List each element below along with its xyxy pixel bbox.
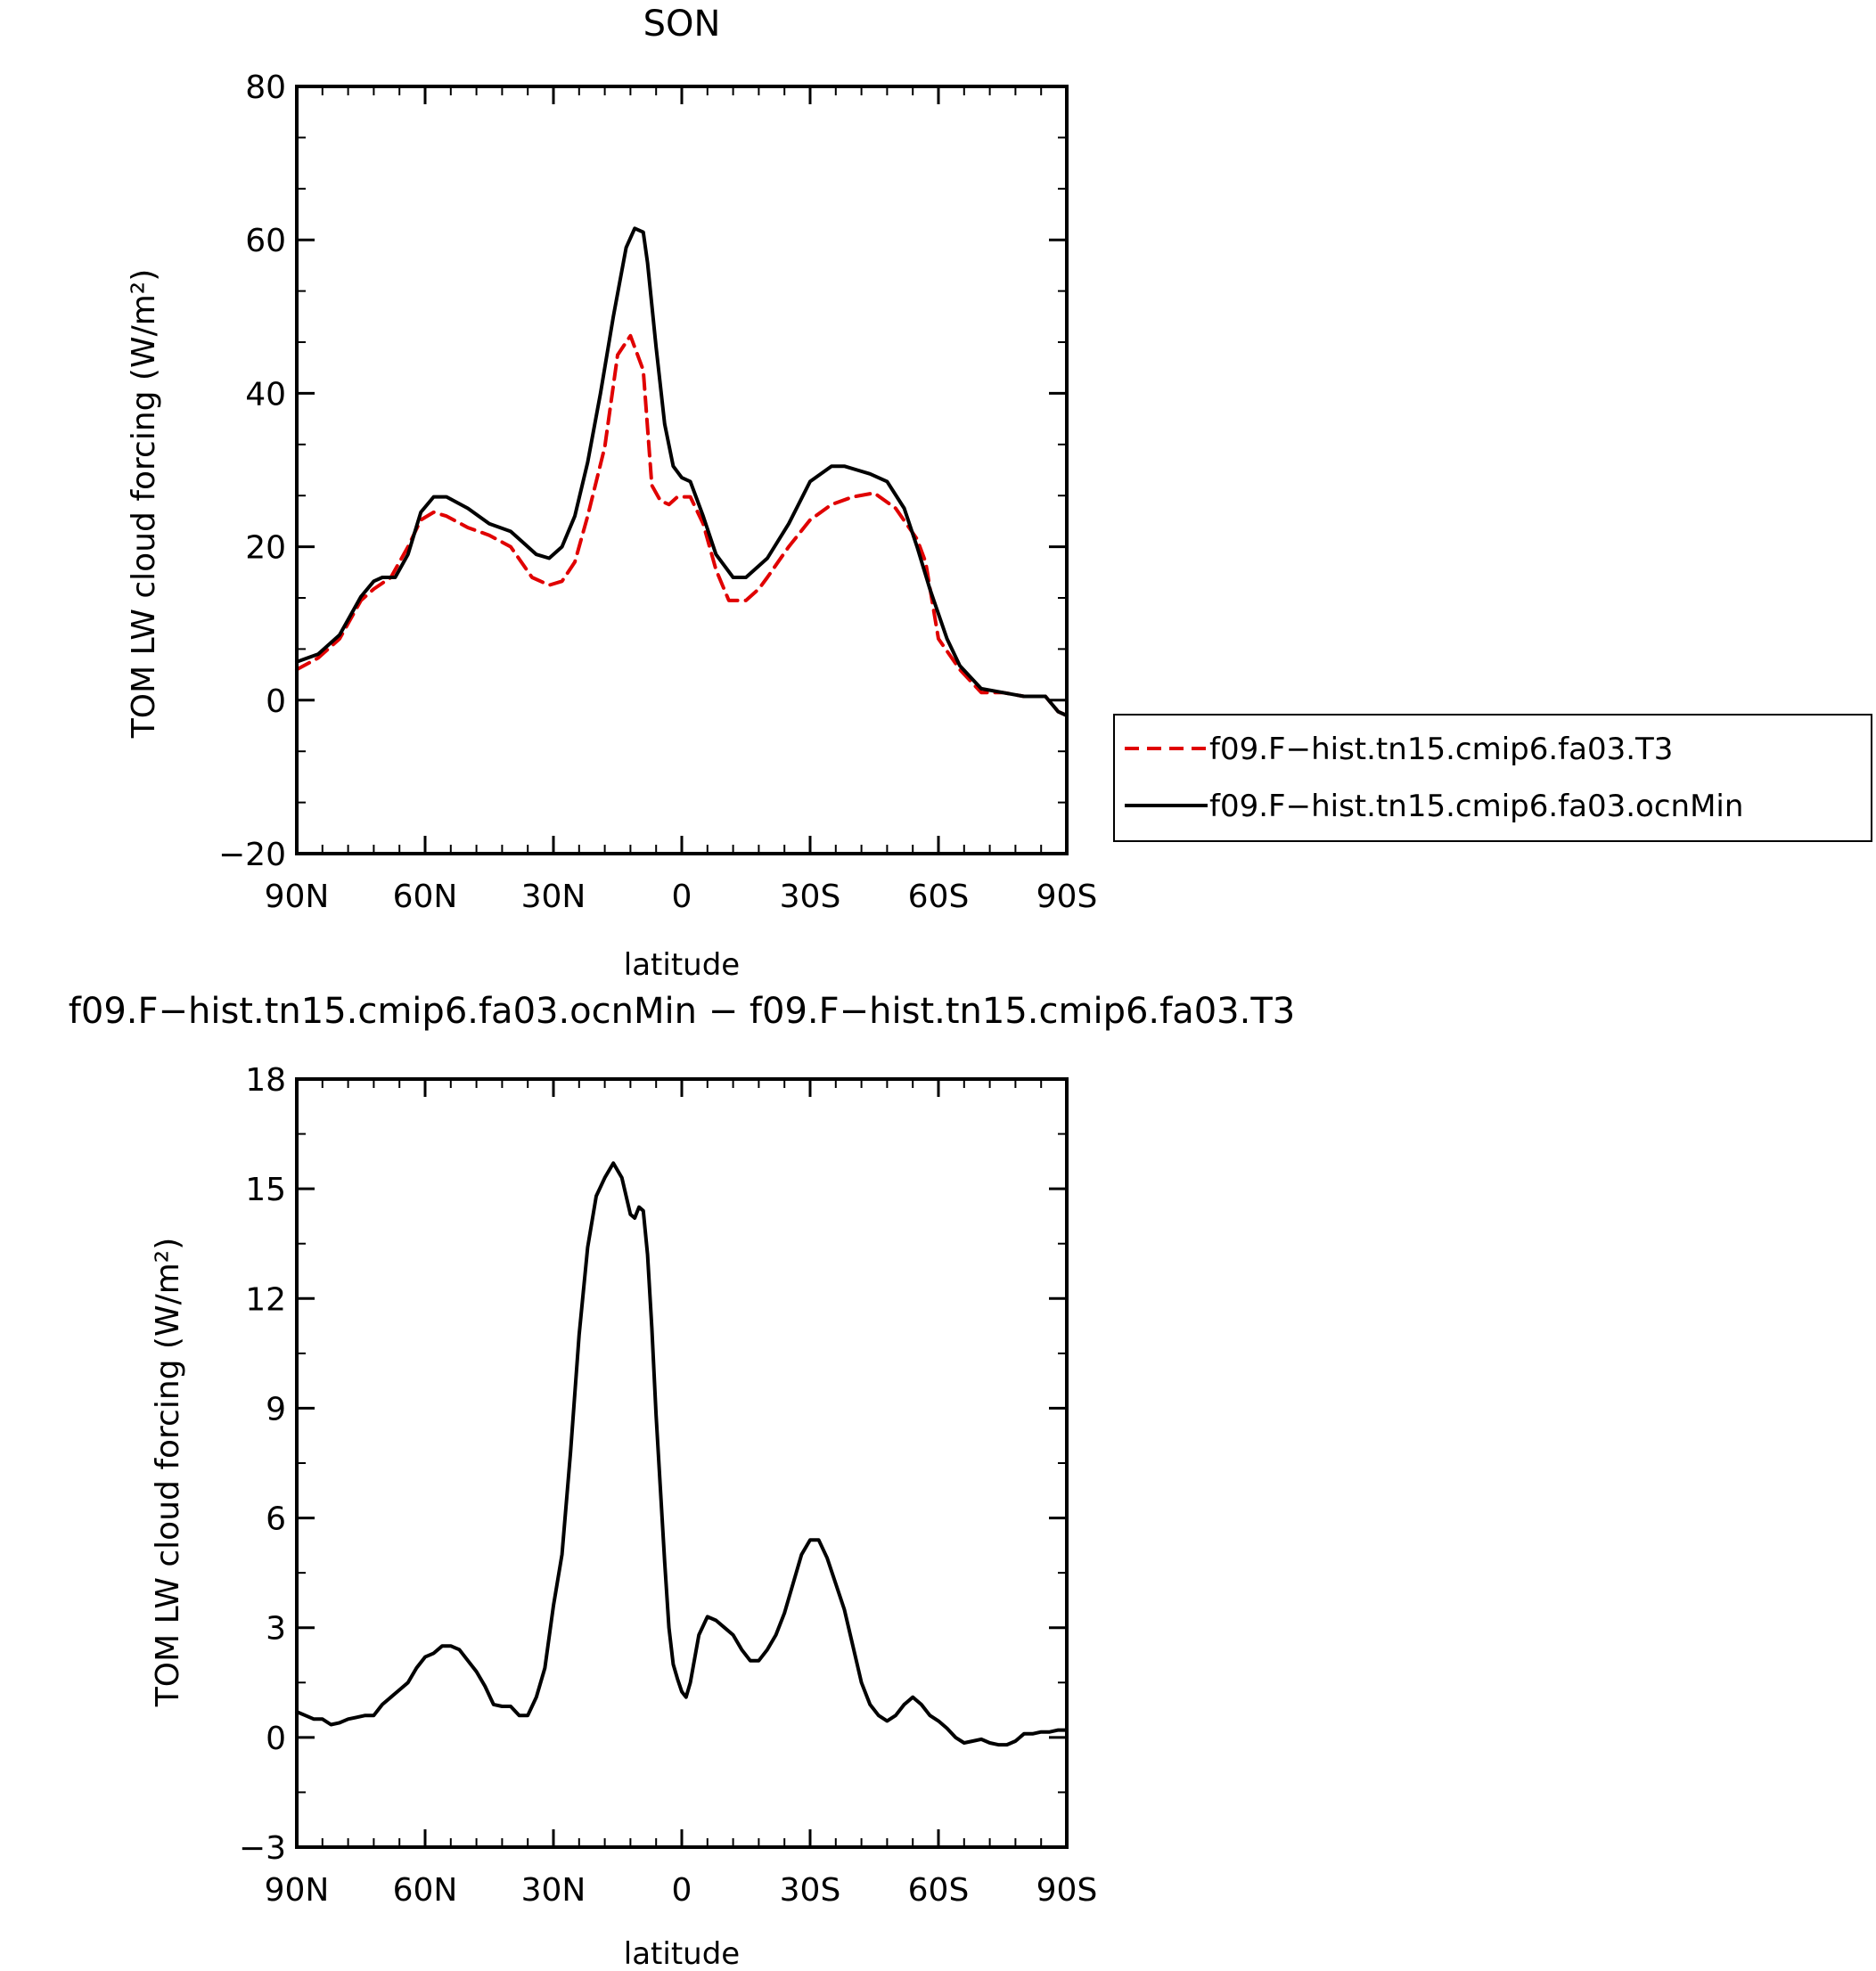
y-tick-label: 40: [245, 376, 286, 413]
y-tick-label: 18: [245, 1062, 286, 1099]
x-tick-label: 0: [672, 879, 692, 915]
bottom-chart-y-axis-label: TOM LW cloud forcing (W/m²): [150, 1238, 186, 1707]
x-tick-label: 60N: [393, 1872, 458, 1909]
top-chart-panel: SON 90N 60N 30N 0 30S 60S 90S −20 0 20 40 60 80 lati…: [126, 4, 1872, 983]
y-tick-label: 0: [266, 1721, 286, 1757]
x-tick-label: 30S: [780, 1872, 841, 1909]
bottom-chart-x-axis-label: latitude: [624, 1936, 740, 1971]
x-tick-label: 90S: [1036, 1872, 1098, 1909]
y-tick-label: −3: [239, 1830, 286, 1867]
legend-label-series-1: f09.F−hist.tn15.cmip6.fa03.T3: [1209, 732, 1673, 767]
y-tick-label: 15: [245, 1172, 286, 1208]
x-tick-label: 0: [672, 1872, 692, 1909]
x-tick-label: 90N: [265, 1872, 330, 1909]
y-tick-label: 20: [245, 530, 286, 567]
bottom-chart-axes: 90N 60N 30N 0 30S 60S 90S −3 0 3 6 9 12 15 18: [239, 1062, 1097, 1909]
top-chart-legend: f09.F−hist.tn15.cmip6.fa03.T3 f09.F−hist…: [1113, 714, 1872, 842]
top-chart-title: SON: [643, 4, 721, 45]
y-tick-label: 9: [266, 1391, 286, 1427]
y-tick-label: 0: [266, 683, 286, 720]
x-tick-label: 60S: [908, 879, 970, 915]
x-tick-label: 30S: [780, 879, 841, 915]
y-tick-label: −20: [218, 837, 286, 873]
y-tick-label: 60: [245, 223, 286, 259]
x-tick-label: 90S: [1036, 879, 1098, 915]
chart-1-series-1-line: [295, 333, 1069, 717]
top-chart-axes: 90N 60N 30N 0 30S 60S 90S −20 0 20 40 60 80: [218, 70, 1097, 915]
bottom-chart-panel: f09.F−hist.tn15.cmip6.fa03.ocnMin − f09.…: [69, 991, 1295, 1971]
x-tick-label: 60N: [393, 879, 458, 915]
bottom-chart-title: f09.F−hist.tn15.cmip6.fa03.ocnMin − f09.…: [69, 991, 1295, 1032]
chart-2-series-1-line: [295, 1161, 1069, 1747]
x-tick-label: 30N: [521, 1872, 586, 1909]
legend-box: [1113, 714, 1872, 842]
bottom-chart-series-layer: [295, 1161, 1069, 1747]
top-chart-y-axis-label: TOM LW cloud forcing (W/m²): [126, 269, 162, 739]
y-tick-label: 3: [266, 1611, 286, 1648]
x-tick-label: 90N: [265, 879, 330, 915]
legend-label-series-2: f09.F−hist.tn15.cmip6.fa03.ocnMin: [1209, 789, 1743, 824]
chart-1-plot-frame: [295, 85, 1069, 855]
top-chart-x-axis-label: latitude: [624, 947, 740, 983]
y-tick-label: 12: [245, 1281, 286, 1318]
chart-1-series-2-line: [295, 226, 1069, 717]
y-tick-label: 80: [245, 70, 286, 106]
x-tick-label: 30N: [521, 879, 586, 915]
x-tick-label: 60S: [908, 1872, 970, 1909]
y-tick-label: 6: [266, 1501, 286, 1538]
top-chart-series-layer: [295, 226, 1069, 717]
